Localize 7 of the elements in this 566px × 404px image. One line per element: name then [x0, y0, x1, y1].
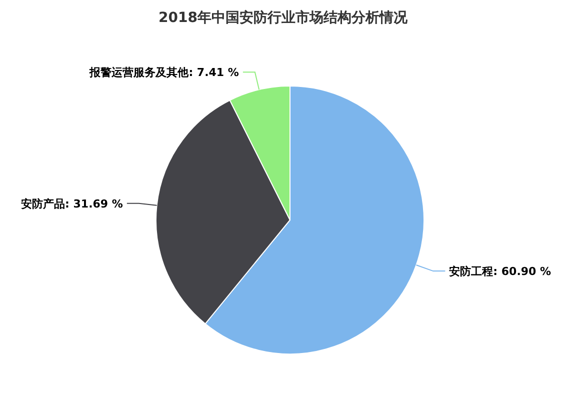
data-label: : 31.69 %: [65, 197, 123, 210]
slice-label: 安防工程: [449, 265, 494, 278]
data-label: : 7.41 %: [188, 66, 239, 80]
slice-label: 安防产品: [21, 197, 66, 210]
chart-title: 2018年中国安防行业市场结构分析情况: [158, 9, 408, 26]
data-label: : 60.90 %: [493, 265, 552, 278]
slice-label: 报警运营服务及其他: [88, 66, 190, 80]
